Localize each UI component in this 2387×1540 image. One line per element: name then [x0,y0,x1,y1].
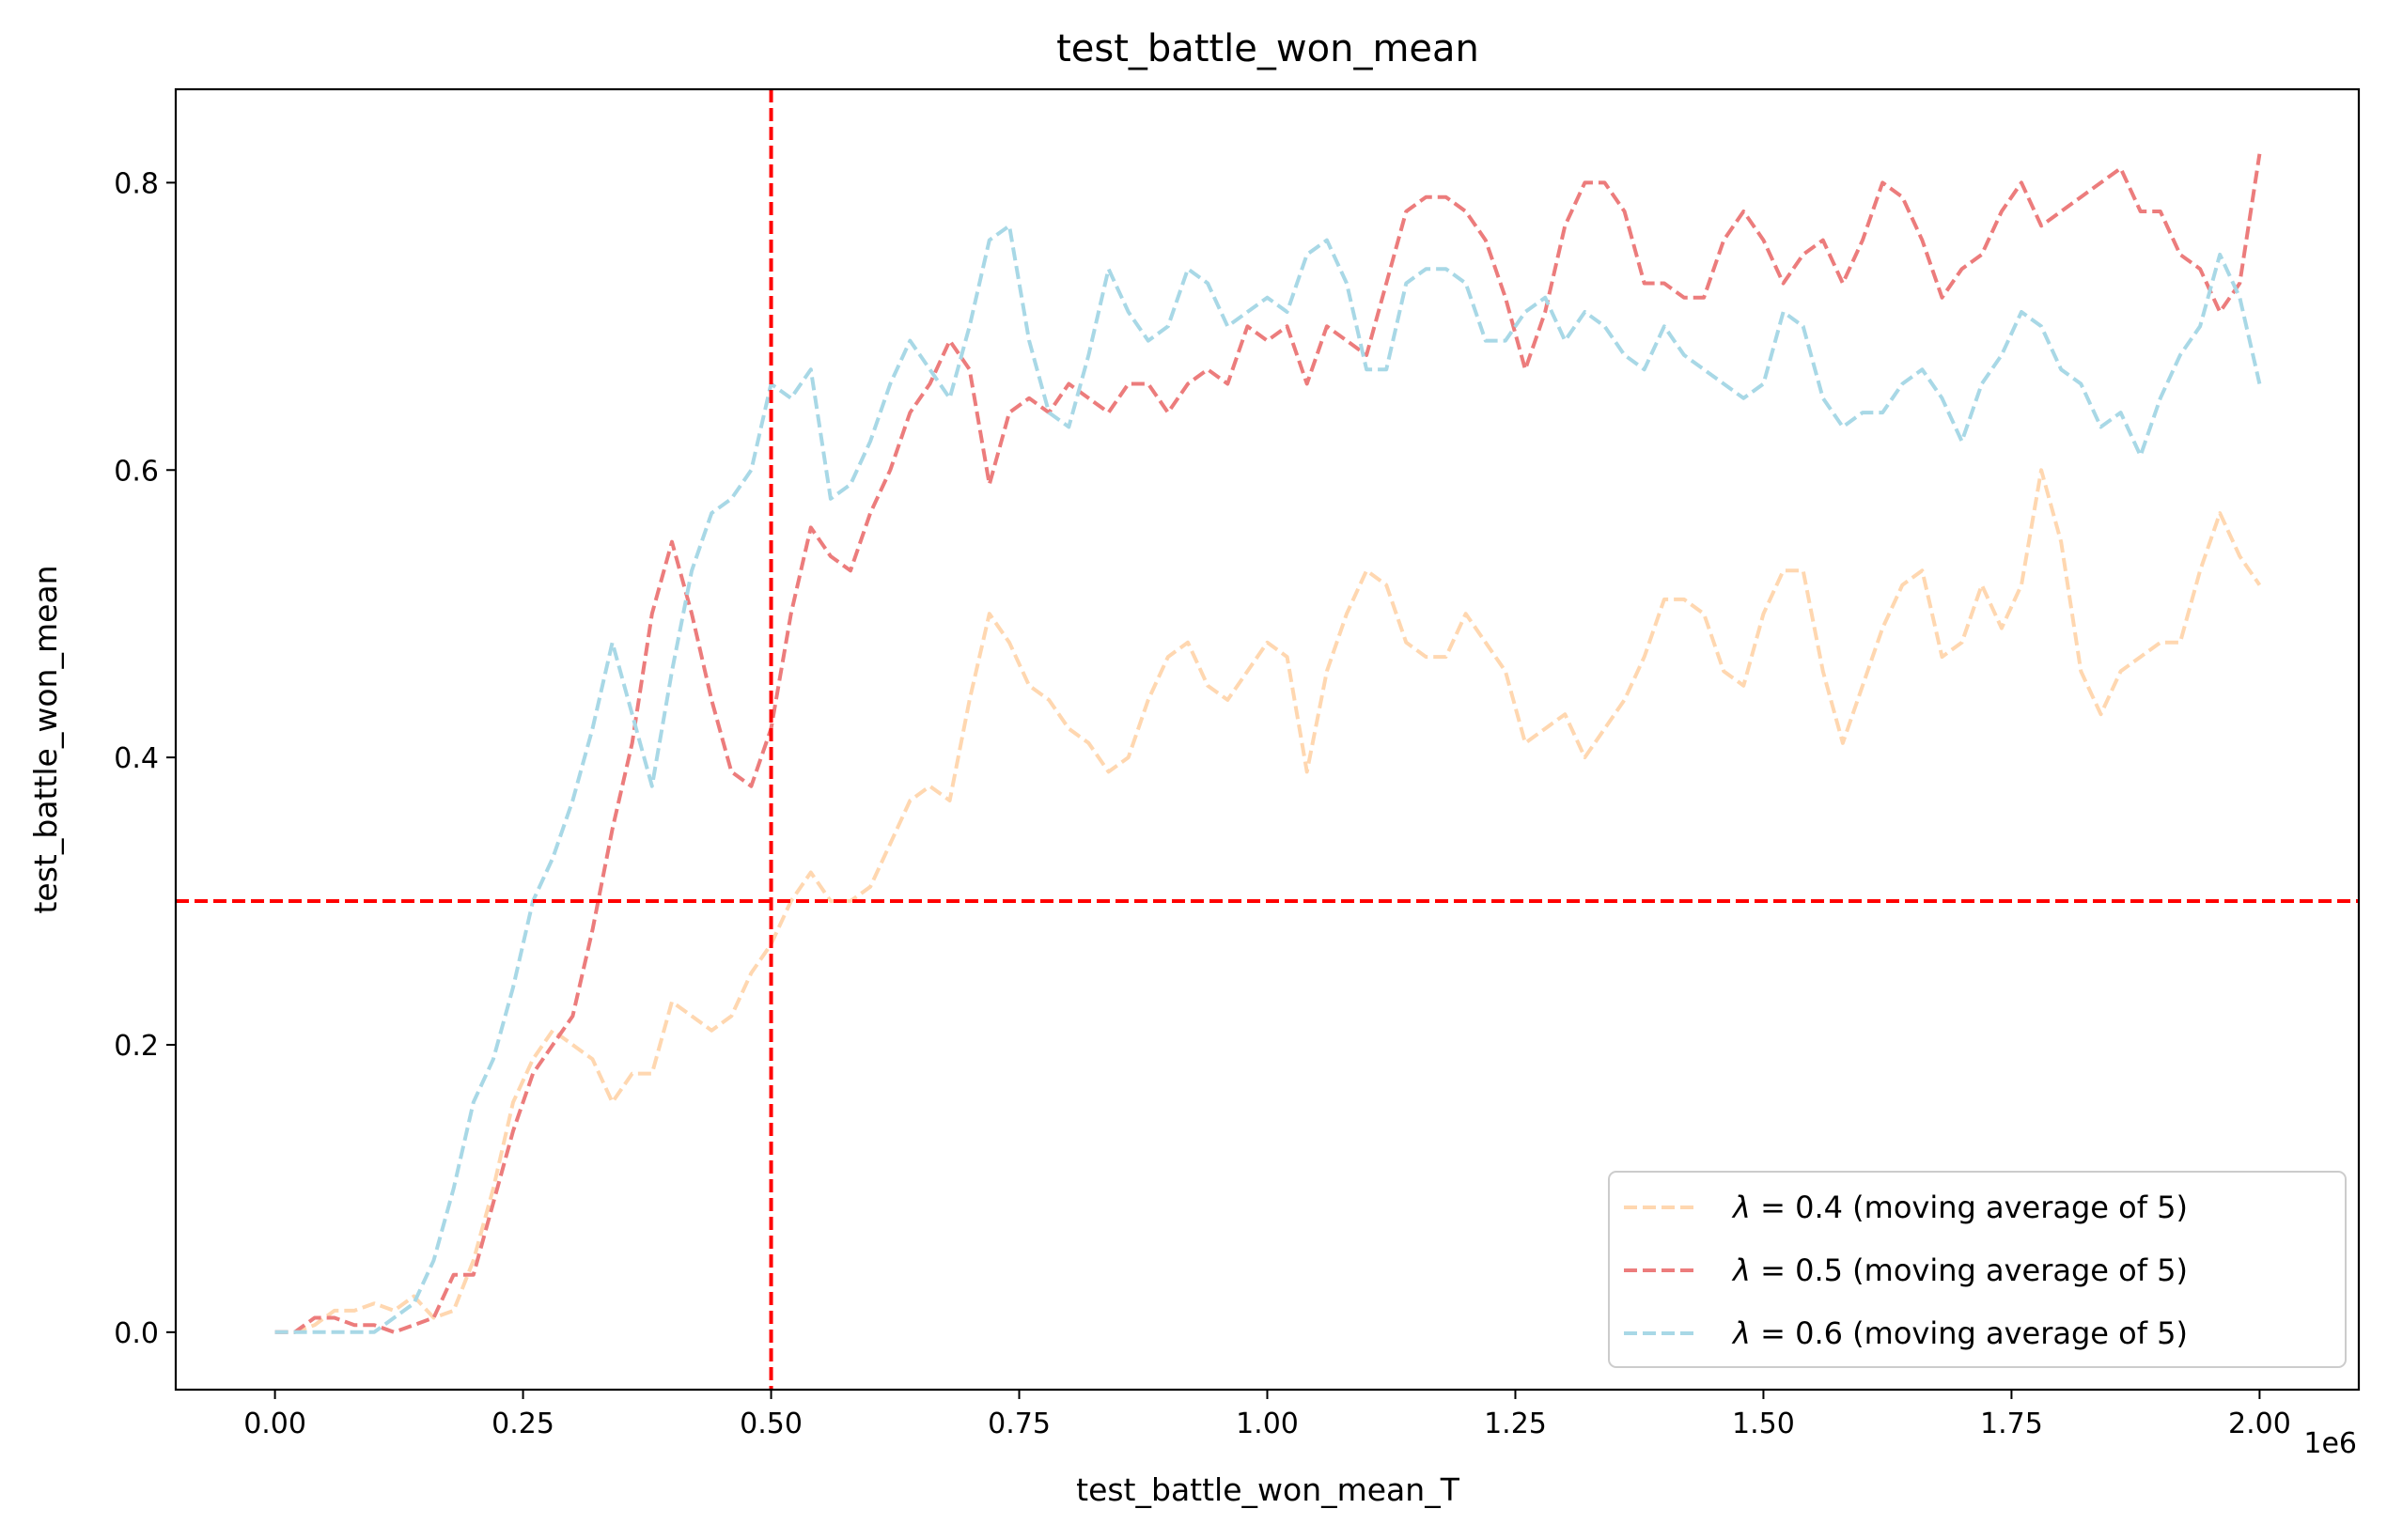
x-axis-ticks: 0.00 0.25 0.50 0.75 1.00 1.25 1.50 1.75 2.00 [243,1390,2291,1440]
series-layer [274,153,2262,1334]
legend-frame [1608,1171,2347,1368]
y-axis-ticks: 0.0 0.2 0.4 0.6 0.8 [114,167,176,1350]
y-tick-label: 0.6 [114,455,159,488]
x-tick-label: 1.00 [1236,1408,1299,1440]
x-tick-label: 0.00 [243,1408,306,1440]
x-tick-label: 1.25 [1484,1408,1547,1440]
y-tick-label: 0.2 [114,1030,159,1063]
x-axis-label: test_battle_won_mean_T [1076,1471,1460,1508]
x-axis-multiplier: 1e6 [2303,1427,2357,1460]
legend-entry-label: λ = 0.4 (moving average of 5) [1731,1190,2188,1225]
x-tick-label: 1.75 [1980,1408,2043,1440]
series-line-1 [274,468,2262,1334]
x-tick-label: 0.25 [491,1408,554,1440]
legend-entry-label: λ = 0.6 (moving average of 5) [1731,1315,2188,1351]
x-tick-label: 0.50 [740,1408,803,1440]
series-line-3 [274,224,2262,1334]
legend: λ = 0.4 (moving average of 5) λ = 0.5 (mo… [1608,1171,2347,1368]
y-tick-label: 0.8 [114,167,159,200]
x-tick-label: 1.50 [1732,1408,1795,1440]
legend-entry-label: λ = 0.5 (moving average of 5) [1731,1252,2188,1288]
series-line-2 [274,153,2262,1334]
plot-area [174,87,2361,1392]
x-tick-label: 0.75 [988,1408,1051,1440]
reference-lines [176,89,2359,1390]
chart-title: test_battle_won_mean [1056,27,1479,70]
y-axis-label: test_battle_won_mean [27,565,64,913]
y-tick-label: 0.4 [114,742,159,775]
y-tick-label: 0.0 [114,1317,159,1350]
x-tick-label: 2.00 [2228,1408,2291,1440]
